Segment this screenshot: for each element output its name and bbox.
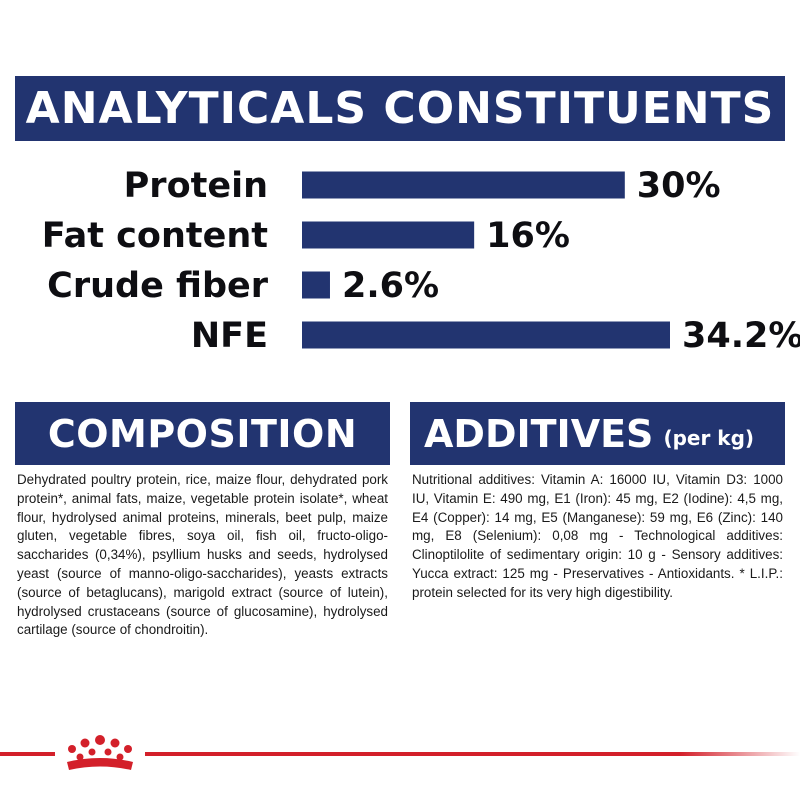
category-label: NFE: [191, 316, 268, 356]
bar: [302, 271, 330, 299]
bar: [302, 321, 670, 349]
composition-panel: COMPOSITION Dehydrated poultry protein, …: [15, 402, 390, 692]
additives-header: ADDITIVES (per kg): [410, 402, 785, 465]
banner-title: ANALYTICALS CONSTITUENTS: [25, 83, 775, 134]
footer-red-line: [0, 752, 800, 756]
bar: [302, 171, 625, 199]
additives-panel: ADDITIVES (per kg) Nutritional additives…: [410, 402, 785, 692]
bar: [302, 221, 475, 249]
category-label: Protein: [124, 166, 268, 206]
composition-header: COMPOSITION: [15, 402, 390, 465]
category-label: Crude fiber: [47, 266, 269, 306]
value-label: 30%: [637, 166, 721, 206]
crown-logo-icon: [55, 732, 145, 780]
constituents-bar-chart: Protein 30% Fat content 16% Crude fiber 2.6% N…: [42, 166, 800, 356]
value-label: 2.6%: [342, 266, 439, 306]
additives-title: ADDITIVES: [424, 411, 654, 456]
additives-subtitle: (per kg): [663, 425, 755, 450]
category-label: Fat content: [42, 216, 268, 256]
composition-title: COMPOSITION: [47, 411, 358, 456]
constituents-chart: Protein 30% Fat content 16% Crude fiber 2.6% N…: [0, 160, 800, 370]
value-label: 34.2%: [682, 316, 800, 356]
composition-text: Dehydrated poultry protein, rice, maize …: [17, 472, 388, 638]
analyticals-banner: ANALYTICALS CONSTITUENTS: [15, 76, 785, 141]
value-label: 16%: [486, 216, 570, 256]
additives-text: Nutritional additives: Vitamin A: 16000 …: [412, 472, 783, 600]
